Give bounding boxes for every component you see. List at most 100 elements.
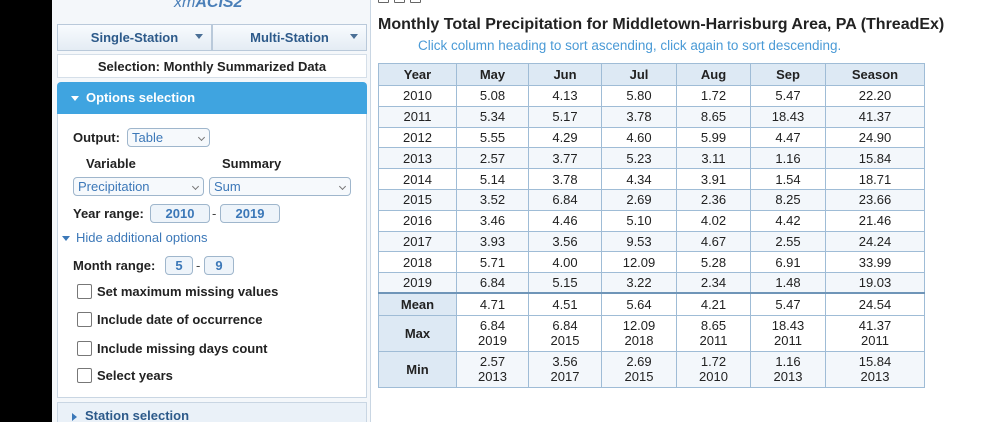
cell-value: 5.08 bbox=[456, 85, 529, 107]
multi-station-label: Multi-Station bbox=[250, 30, 329, 45]
cell-year: 2013 bbox=[378, 147, 457, 170]
summary-select-value: Sum bbox=[214, 179, 241, 194]
year-range-separator: - bbox=[212, 206, 217, 221]
year-start-input[interactable]: 2010 bbox=[150, 204, 210, 223]
year-end-input[interactable]: 2019 bbox=[220, 204, 280, 223]
table-header-row: Year May Jun Jul Aug Sep Season bbox=[378, 63, 925, 86]
cell-year: 2010 bbox=[378, 85, 457, 107]
max-row: Max 6.84 2019 6.84 2015 12.09 2018 8.65 2011… bbox=[378, 314, 925, 352]
max-cell: 8.65 2011 bbox=[676, 314, 751, 352]
collapse-triangle-icon bbox=[62, 236, 70, 242]
variable-label: Variable bbox=[86, 156, 136, 171]
cell-value: 3.11 bbox=[676, 147, 751, 170]
select-years-checkbox[interactable] bbox=[77, 368, 92, 383]
min-value: 1.16 bbox=[775, 354, 801, 370]
cell-value: 6.84 bbox=[528, 188, 602, 211]
cell-value: 6.84 bbox=[456, 272, 529, 294]
app-logo: xmACIS2 bbox=[174, 0, 243, 11]
min-cell: 15.84 2013 bbox=[825, 350, 925, 388]
single-station-label: Single-Station bbox=[90, 30, 179, 45]
cell-value: 4.51 bbox=[528, 292, 602, 316]
column-header-sep[interactable]: Sep bbox=[750, 63, 826, 86]
cell-value: 33.99 bbox=[825, 251, 925, 274]
output-select[interactable]: Table bbox=[127, 128, 210, 147]
max-cell: 12.09 2018 bbox=[601, 314, 677, 352]
month-start-input[interactable]: 5 bbox=[165, 256, 193, 275]
cell-year: 2014 bbox=[378, 168, 457, 190]
cell-value: 5.23 bbox=[601, 147, 677, 170]
cell-value: 5.15 bbox=[528, 272, 602, 294]
cell-value: 24.90 bbox=[825, 126, 925, 149]
cell-year: 2016 bbox=[378, 209, 457, 232]
cell-value: 5.10 bbox=[601, 209, 677, 232]
print-icon[interactable] bbox=[378, 0, 389, 3]
mean-row: Mean 4.71 4.51 5.64 4.21 5.47 24.54 bbox=[378, 292, 925, 316]
output-label: Output: bbox=[73, 130, 120, 145]
column-header-aug[interactable]: Aug bbox=[676, 63, 751, 86]
table-row: 2018 5.71 4.00 12.09 5.28 6.91 33.99 bbox=[378, 251, 925, 274]
cell-value: 3.78 bbox=[601, 105, 677, 128]
sort-instructions: Click column heading to sort ascending, … bbox=[418, 38, 842, 53]
options-panel: xmACIS2 Single-Station Multi-Station Sel… bbox=[52, 0, 371, 422]
min-cell: 3.56 2017 bbox=[528, 350, 602, 388]
column-header-year[interactable]: Year bbox=[378, 63, 457, 86]
min-year: 2017 bbox=[550, 369, 580, 385]
max-missing-checkbox-row[interactable]: Set maximum missing values bbox=[77, 284, 278, 299]
cell-year: 2019 bbox=[378, 272, 457, 294]
date-of-occurrence-checkbox-row[interactable]: Include date of occurrence bbox=[77, 312, 262, 327]
cell-value: 21.46 bbox=[825, 209, 925, 232]
cell-value: 8.65 bbox=[676, 105, 751, 128]
table-row: 2011 5.34 5.17 3.78 8.65 18.43 41.37 bbox=[378, 105, 925, 128]
column-header-jul[interactable]: Jul bbox=[601, 63, 677, 86]
max-missing-checkbox[interactable] bbox=[77, 284, 92, 299]
cell-value: 5.14 bbox=[456, 168, 529, 190]
column-header-jun[interactable]: Jun bbox=[528, 63, 602, 86]
cell-value: 2.34 bbox=[676, 272, 751, 294]
info-icon[interactable] bbox=[410, 0, 421, 3]
column-header-may[interactable]: May bbox=[456, 63, 529, 86]
max-cell: 41.37 2011 bbox=[825, 314, 925, 352]
cell-value: 4.34 bbox=[601, 168, 677, 190]
cell-value: 4.71 bbox=[456, 292, 529, 316]
variable-select[interactable]: Precipitation bbox=[73, 177, 204, 196]
table-row: 2012 5.55 4.29 4.60 5.99 4.47 24.90 bbox=[378, 126, 925, 149]
options-body: Output: Table Variable Summary Precipita… bbox=[57, 114, 367, 398]
min-year: 2013 bbox=[860, 369, 890, 385]
station-selection-header[interactable]: Station selection bbox=[57, 402, 367, 422]
summary-select[interactable]: Sum bbox=[209, 177, 351, 196]
max-cell: 18.43 2011 bbox=[750, 314, 826, 352]
cell-value: 18.71 bbox=[825, 168, 925, 190]
cell-value: 3.77 bbox=[528, 147, 602, 170]
select-years-checkbox-row[interactable]: Select years bbox=[77, 368, 173, 383]
chevron-down-icon bbox=[350, 34, 358, 39]
single-station-dropdown[interactable]: Single-Station bbox=[57, 24, 212, 51]
month-end-input[interactable]: 9 bbox=[204, 256, 234, 275]
cell-value: 5.17 bbox=[528, 105, 602, 128]
max-year: 2011 bbox=[774, 333, 802, 349]
cell-year: 2011 bbox=[378, 105, 457, 128]
table-row: 2013 2.57 3.77 5.23 3.11 1.16 15.84 bbox=[378, 147, 925, 170]
missing-days-checkbox-row[interactable]: Include missing days count bbox=[77, 341, 267, 356]
hide-additional-options-link[interactable]: Hide additional options bbox=[62, 230, 208, 245]
cell-value: 3.46 bbox=[456, 209, 529, 232]
max-value: 12.09 bbox=[622, 318, 656, 334]
cell-value: 9.53 bbox=[601, 230, 677, 253]
cell-value: 4.42 bbox=[750, 209, 826, 232]
multi-station-dropdown[interactable]: Multi-Station bbox=[212, 24, 367, 51]
date-of-occurrence-checkbox[interactable] bbox=[77, 312, 92, 327]
cell-value: 5.99 bbox=[676, 126, 751, 149]
cell-value: 4.02 bbox=[676, 209, 751, 232]
cell-value: 8.25 bbox=[750, 188, 826, 211]
column-header-season[interactable]: Season bbox=[825, 63, 925, 86]
max-label: Max bbox=[378, 314, 457, 352]
table-row: 2016 3.46 4.46 5.10 4.02 4.42 21.46 bbox=[378, 209, 925, 232]
chevron-down-icon bbox=[197, 133, 206, 142]
options-selection-header[interactable]: Options selection bbox=[57, 82, 367, 114]
missing-days-checkbox[interactable] bbox=[77, 341, 92, 356]
cell-value: 5.55 bbox=[456, 126, 529, 149]
cell-value: 3.56 bbox=[528, 230, 602, 253]
precipitation-table: Year May Jun Jul Aug Sep Season 2010 5.08… bbox=[378, 63, 925, 388]
settings-icon[interactable] bbox=[394, 0, 405, 3]
chevron-down-icon bbox=[195, 34, 203, 39]
app-frame: xmACIS2 Single-Station Multi-Station Sel… bbox=[52, 0, 1000, 422]
